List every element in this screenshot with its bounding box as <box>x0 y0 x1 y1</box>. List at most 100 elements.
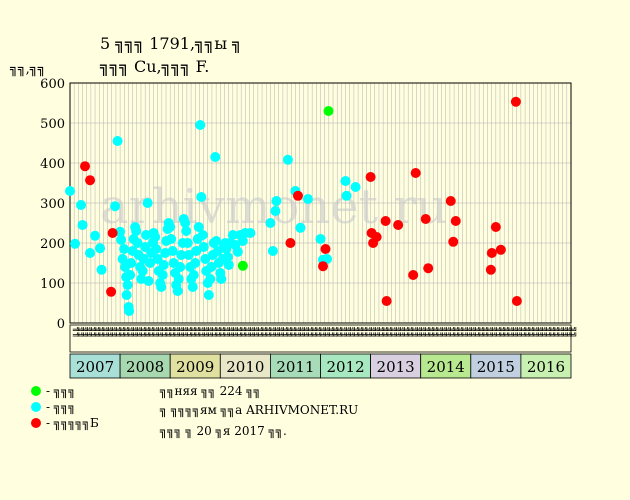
data-point <box>495 244 506 255</box>
data-point <box>77 220 88 230</box>
month-tick-label: ╗╗ <box>531 327 541 338</box>
month-tick-label: ╗╗ <box>448 327 458 338</box>
month-tick-label: ╗╗ <box>348 327 358 338</box>
data-point <box>211 236 222 246</box>
data-point <box>112 136 123 146</box>
month-tick-label: ╗╗ <box>556 327 566 338</box>
month-tick-label: ╗╗ <box>93 327 103 338</box>
month-tick-label: ╗╗ <box>360 327 370 338</box>
month-tick-label: ╗╗ <box>260 327 270 338</box>
month-tick-label: ╗╗ <box>277 327 287 338</box>
data-point <box>485 264 496 275</box>
month-tick-label: ╗╗ <box>456 327 466 338</box>
data-point <box>197 230 208 240</box>
data-point <box>371 232 382 242</box>
y-axis-label: ╗╗,╗╗ <box>9 62 45 77</box>
month-tick-label: ╗╗ <box>498 327 508 338</box>
month-tick-label: ╗╗ <box>147 327 157 338</box>
month-tick-label: ╗╗ <box>377 327 387 338</box>
data-point <box>142 198 153 208</box>
data-point <box>70 238 81 249</box>
data-point <box>350 182 361 192</box>
data-point <box>122 280 133 290</box>
month-tick-label: ╗╗ <box>210 327 220 338</box>
month-tick-label: ╗╗ <box>452 327 462 338</box>
month-tick-label: ╗╗ <box>243 327 253 338</box>
month-tick-label: ╗╗ <box>519 327 529 338</box>
month-tick-label: ╗╗ <box>239 327 249 338</box>
month-tick-label: ╗╗ <box>218 327 228 338</box>
data-point <box>393 220 404 230</box>
data-point <box>318 261 329 272</box>
month-tick-label: ╗╗ <box>398 327 408 338</box>
data-point <box>191 246 202 256</box>
month-tick-label: ╗╗ <box>540 327 550 338</box>
month-tick-label: ╗╗ <box>481 327 491 338</box>
month-tick-label: ╗╗ <box>247 327 257 338</box>
data-point <box>420 214 431 224</box>
data-point <box>315 234 326 244</box>
data-point <box>160 248 171 258</box>
footer-line1: ╗╗няя ╗╗ 224 ╗╗ <box>159 384 261 398</box>
year-label: 2010 <box>226 358 264 376</box>
month-tick-label: ╗╗ <box>561 327 571 338</box>
month-tick-label: ╗╗ <box>327 327 337 338</box>
data-point <box>172 286 183 296</box>
legend-label-red: - ╗╗╗╗╗Б <box>46 416 99 430</box>
data-point <box>203 290 214 300</box>
data-point <box>145 258 156 268</box>
month-tick-label: ╗╗ <box>227 327 237 338</box>
data-point <box>265 218 276 228</box>
month-tick-label: ╗╗ <box>548 327 558 338</box>
data-point <box>200 254 211 264</box>
y-tick-label: 300 <box>40 197 65 212</box>
month-tick-label: ╗╗ <box>536 327 546 338</box>
y-tick-label: 400 <box>40 157 65 172</box>
month-strip-frame <box>69 324 572 353</box>
y-tick-label: 100 <box>40 277 65 292</box>
data-point <box>165 222 176 232</box>
month-tick-label: ╗╗ <box>385 327 395 338</box>
data-point <box>132 238 143 248</box>
data-point <box>198 242 209 252</box>
month-tick-label: ╗╗ <box>76 327 86 338</box>
month-tick-label: ╗╗ <box>156 327 166 338</box>
data-point <box>341 190 352 201</box>
data-point <box>96 264 107 275</box>
data-point <box>182 238 193 248</box>
month-tick-label: ╗╗ <box>105 327 115 338</box>
month-tick-label: ╗╗ <box>410 327 420 338</box>
legend-label-cyan: - ╗╗╗ <box>46 400 76 414</box>
month-tick-label: ╗╗ <box>331 327 341 338</box>
data-point <box>76 200 87 210</box>
month-tick-label: ╗╗ <box>85 327 95 338</box>
axes: 0 100 200 300 400 500 600 <box>40 77 572 332</box>
data-point <box>206 262 217 272</box>
data-point <box>490 222 501 232</box>
data-point <box>210 152 221 162</box>
chart-title-line2: ╗╗╗ Cu,╗╗╗ F. <box>99 57 209 76</box>
data-point <box>125 270 136 280</box>
data-point <box>380 216 391 226</box>
data-point <box>195 120 206 130</box>
year-band <box>420 353 472 379</box>
year-band <box>520 353 572 379</box>
data-point <box>117 254 128 264</box>
month-tick-label: ╗╗ <box>197 327 207 338</box>
year-label: 2007 <box>76 358 114 376</box>
month-tick-label: ╗╗ <box>352 327 362 338</box>
data-point <box>85 175 96 186</box>
data-point <box>173 274 184 284</box>
data-point <box>410 168 421 178</box>
y-tick-label: 0 <box>57 317 65 332</box>
data-point <box>188 270 199 280</box>
data-point <box>511 296 522 306</box>
month-tick-label: ╗╗ <box>364 327 374 338</box>
footer-line2: ╗ ╗╗╗╗ям ╗╗а ARHIVMONET.RU <box>159 403 358 417</box>
month-tick-label: ╗╗ <box>285 327 295 338</box>
month-tick-label: ╗╗ <box>569 327 579 338</box>
month-tick-label: ╗╗ <box>343 327 353 338</box>
data-point <box>381 296 392 306</box>
footer-line3: ╗╗╗ ╗ 20 ╗я 2017 ╗╗. <box>159 424 287 438</box>
month-tick-label: ╗╗ <box>214 327 224 338</box>
